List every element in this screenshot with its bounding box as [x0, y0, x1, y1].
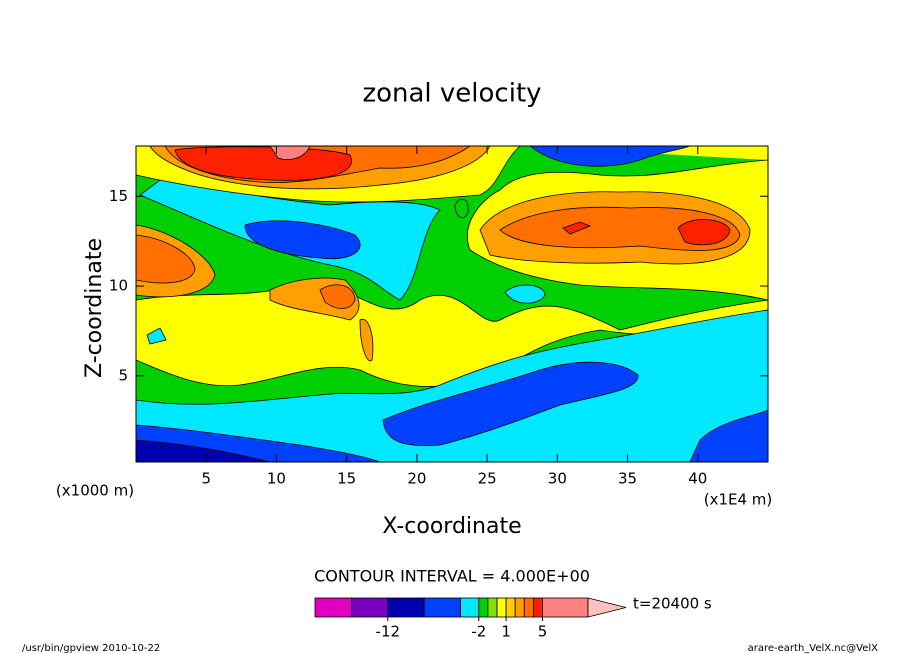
colorbar-segment — [314, 597, 352, 618]
colorbar-segment — [542, 597, 589, 618]
y-tick-label: 5 — [118, 366, 128, 384]
footer-left: /usr/bin/gpview 2010-10-22 — [22, 643, 160, 654]
footer-right: arare-earth_VelX.nc@VelX — [748, 643, 879, 654]
region — [454, 198, 469, 218]
y-tick-label: 10 — [109, 277, 128, 295]
contour-interval: CONTOUR INTERVAL = 4.000E+00 — [314, 567, 590, 586]
region — [136, 234, 196, 284]
region — [529, 146, 691, 167]
region — [382, 361, 639, 446]
y-tick-label: 15 — [109, 187, 128, 205]
region — [499, 206, 741, 251]
x-unit: (x1E4 m) — [704, 491, 773, 509]
colorbar-segment — [505, 597, 516, 618]
region — [689, 409, 768, 462]
x-axis-label: X-coordinate — [382, 514, 521, 539]
x-tick-label: 40 — [688, 470, 707, 488]
colorbar-segment — [478, 597, 489, 618]
colorbar-tick-label: -12 — [376, 623, 401, 641]
y-axis-label: Z-coordinate — [82, 238, 107, 378]
plot-frame — [135, 145, 769, 463]
x-tick-label: 35 — [618, 470, 637, 488]
colorbar-tick-label: 5 — [538, 623, 548, 641]
region — [359, 319, 374, 362]
region — [136, 283, 768, 387]
x-tick-label: 30 — [548, 470, 567, 488]
x-tick-label: 25 — [478, 470, 497, 488]
y-unit: (x1000 m) — [56, 482, 134, 500]
region — [319, 284, 356, 309]
colorbar-tick-label: 1 — [501, 623, 511, 641]
region — [562, 219, 731, 246]
colorbar-segment — [423, 597, 462, 618]
x-tick-label: 5 — [201, 470, 211, 488]
x-tick-label: 15 — [337, 470, 356, 488]
time-label: t=20400 s — [633, 595, 712, 613]
region — [146, 284, 546, 345]
contour-field — [136, 146, 768, 462]
colorbar-segment — [523, 597, 534, 618]
x-tick-label: 20 — [407, 470, 426, 488]
colorbar-extend — [587, 597, 627, 618]
region — [136, 309, 768, 462]
colorbar-segment — [533, 597, 543, 618]
colorbar-segment — [350, 597, 389, 618]
region — [174, 146, 352, 181]
colorbar-segment — [514, 597, 525, 618]
colorbar-segment — [487, 597, 498, 618]
region — [244, 220, 361, 260]
x-tick-label: 10 — [267, 470, 286, 488]
colorbar-segment — [460, 597, 480, 618]
colorbar-segment — [387, 597, 425, 618]
chart-title: zonal velocity — [362, 79, 541, 109]
colorbar-tick-label: -2 — [471, 623, 486, 641]
colorbar-segment — [496, 597, 507, 618]
